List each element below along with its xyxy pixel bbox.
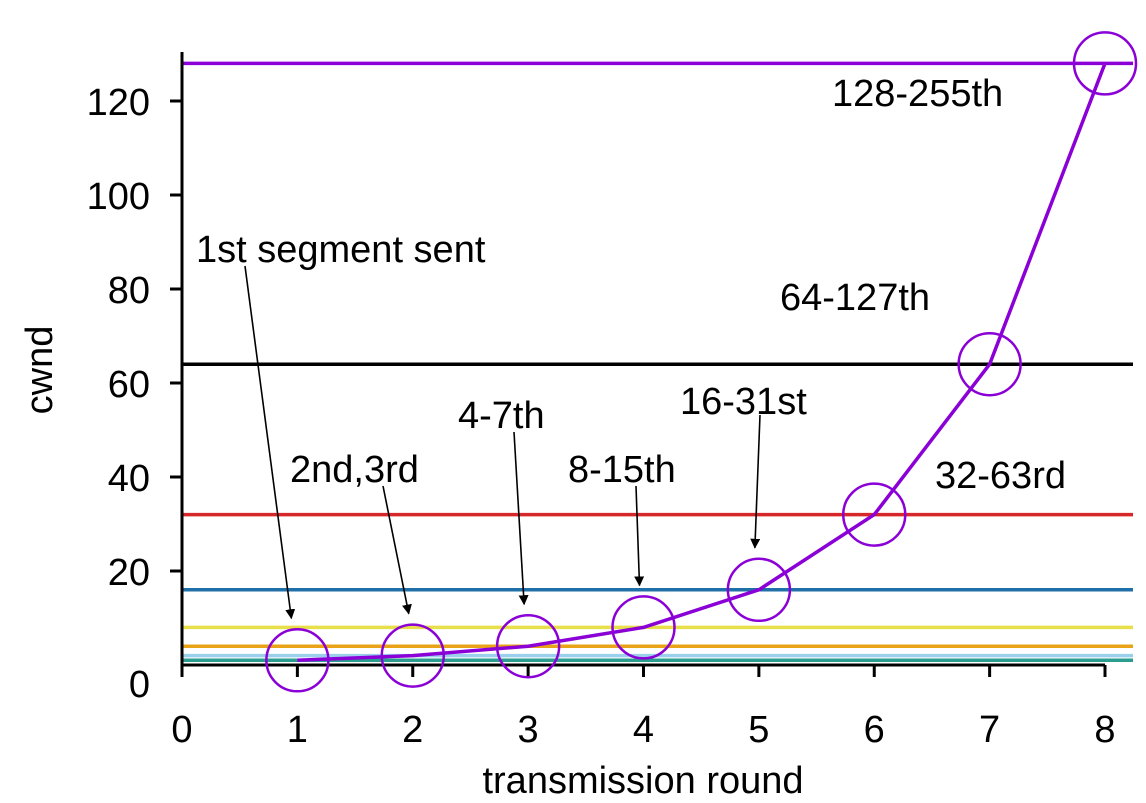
annotation-arrow	[634, 485, 645, 587]
annotation-label: 64-127th	[780, 277, 930, 319]
annotations: 1st segment sent 2nd,3rd 4-7th 8-15th16-31s…	[196, 73, 1066, 620]
annotation-arrow	[244, 265, 296, 620]
data-point	[495, 613, 561, 679]
y-tick-label: 20	[108, 552, 150, 594]
y-tick-label: 120	[87, 82, 150, 124]
y-tick-label: 0	[129, 664, 150, 706]
annotation-label: 1st segment sent	[196, 229, 486, 271]
data-point	[611, 595, 676, 660]
x-tick-label: 5	[748, 709, 769, 751]
data-point	[265, 628, 330, 693]
annotation-label: 16-31st	[680, 381, 807, 423]
y-tick-label: 40	[108, 458, 150, 500]
series	[265, 31, 1138, 693]
x-tick-label: 3	[518, 709, 539, 751]
y-tick-label: 60	[108, 364, 150, 406]
x-tick-label: 6	[864, 709, 885, 751]
x-tick-label: 1	[287, 709, 308, 751]
data-point	[380, 623, 445, 688]
data-point	[957, 331, 1022, 397]
x-tick-label: 2	[402, 709, 423, 751]
annotation-arrow	[750, 414, 761, 549]
data-point	[726, 557, 792, 623]
x-tick-label: 0	[171, 709, 192, 751]
x-tick-label: 7	[979, 709, 1000, 751]
series-line	[297, 62, 1107, 663]
axes: 0 20 40 60 80 100 120 0 1 2 3 4 5 6 7 8	[87, 52, 1116, 751]
annotation-label: 128-255th	[832, 73, 1003, 115]
annotation-label: 32-63rd	[935, 455, 1066, 497]
annotation-label: 4-7th	[458, 395, 545, 437]
annotation-label: 2nd,3rd	[290, 449, 419, 491]
y-tick-label: 80	[108, 270, 150, 312]
y-axis-label: cwnd	[19, 326, 61, 415]
annotation-label: 8-15th	[568, 449, 676, 491]
x-tick-label: 4	[633, 709, 654, 751]
annotation-arrow	[513, 431, 529, 606]
x-axis-label: transmission round	[482, 760, 803, 802]
data-point	[1072, 31, 1138, 96]
data-point	[842, 482, 907, 547]
annotation-arrow	[382, 485, 412, 615]
y-tick-label: 100	[87, 176, 150, 218]
x-tick-label: 8	[1094, 709, 1115, 751]
reference-lines	[182, 61, 1133, 663]
